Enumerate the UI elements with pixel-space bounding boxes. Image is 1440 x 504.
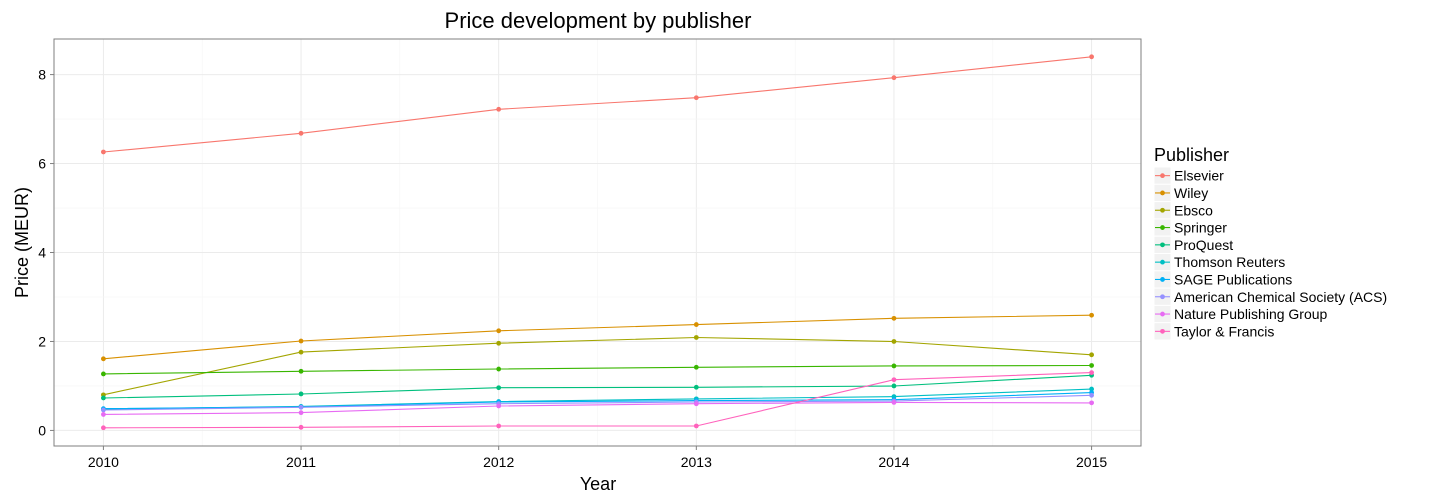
- gridlines: [54, 39, 1141, 446]
- y-axis-title: Price (MEUR): [12, 187, 32, 298]
- x-tick-label: 2013: [681, 454, 712, 470]
- data-point: [496, 423, 502, 429]
- data-point: [496, 385, 502, 391]
- y-tick-label: 2: [38, 333, 46, 349]
- data-point: [693, 364, 699, 370]
- legend-key-point: [1160, 173, 1165, 179]
- chart-title: Price development by publisher: [445, 8, 752, 33]
- data-point: [496, 328, 502, 334]
- data-point: [298, 391, 304, 397]
- series-line: [103, 401, 1092, 415]
- legend-key-point: [1160, 294, 1165, 300]
- data-point: [496, 366, 502, 372]
- data-point: [891, 400, 897, 405]
- data-point: [101, 425, 106, 431]
- x-tick-label: 2012: [483, 454, 514, 470]
- data-point: [693, 322, 699, 327]
- data-point: [1089, 400, 1094, 406]
- x-tick-label: 2015: [1076, 454, 1107, 470]
- data-point: [298, 349, 304, 355]
- legend-key-point: [1160, 328, 1165, 334]
- y-tick-label: 8: [38, 67, 46, 83]
- legend-key-point: [1160, 277, 1165, 282]
- legend-label: SAGE Publications: [1174, 271, 1292, 287]
- x-tick-label: 2010: [88, 454, 119, 470]
- data-point: [298, 404, 304, 410]
- data-point: [693, 95, 699, 101]
- data-point: [101, 356, 106, 362]
- data-point: [1089, 352, 1094, 358]
- data-point: [298, 130, 304, 136]
- x-axis: 2010 2011 2012 2013 2014 2015: [88, 446, 1107, 470]
- data-point: [101, 412, 106, 417]
- y-tick-label: 6: [38, 156, 46, 172]
- series-line: [103, 314, 1092, 360]
- legend-label: Ebsco: [1174, 202, 1213, 218]
- data-point: [101, 407, 106, 413]
- legend-title: Publisher: [1154, 145, 1229, 165]
- data-point: [693, 401, 699, 407]
- series-line: [103, 374, 1092, 399]
- x-axis-title: Year: [580, 474, 616, 494]
- x-tick-label: 2011: [286, 454, 316, 470]
- data-point: [101, 149, 106, 155]
- data-point: [1089, 363, 1094, 368]
- series-line: [103, 372, 1092, 429]
- series-line: [103, 394, 1092, 411]
- data-point: [891, 383, 897, 389]
- data-point: [891, 315, 897, 321]
- data-point: [496, 106, 502, 112]
- y-axis: 0 2 4 6 8: [38, 67, 54, 438]
- series-layer: [101, 54, 1094, 431]
- series-line: [103, 336, 1092, 396]
- data-point: [101, 395, 106, 401]
- data-point: [101, 371, 106, 377]
- data-point: [693, 423, 699, 429]
- legend-label: Springer: [1174, 220, 1227, 236]
- plot-area: [53, 38, 1142, 447]
- series-line: [103, 392, 1092, 410]
- data-point: [298, 338, 304, 344]
- legend-key-point: [1160, 242, 1165, 248]
- data-point: [496, 340, 502, 346]
- data-point: [1089, 312, 1094, 318]
- data-point: [891, 363, 897, 369]
- data-point: [1089, 386, 1094, 392]
- data-point: [693, 384, 699, 390]
- y-tick-label: 4: [38, 245, 46, 261]
- legend-label: American Chemical Society (ACS): [1174, 289, 1387, 305]
- legend-key-point: [1160, 225, 1165, 230]
- legend-label: Wiley: [1174, 185, 1208, 201]
- legend-key-point: [1160, 311, 1165, 317]
- data-point: [1089, 370, 1094, 376]
- data-point: [693, 335, 699, 340]
- series-line: [103, 364, 1092, 375]
- data-point: [891, 339, 897, 344]
- legend-label: Elsevier: [1174, 168, 1224, 184]
- legend-key-point: [1160, 259, 1165, 265]
- plot-border: [53, 38, 1142, 447]
- data-point: [298, 424, 304, 430]
- legend-key-point: [1160, 190, 1165, 196]
- data-point: [496, 403, 502, 409]
- data-point: [891, 377, 897, 383]
- y-tick-label: 0: [38, 422, 46, 438]
- legend-key-point: [1160, 207, 1165, 213]
- data-point: [891, 75, 897, 81]
- data-point: [298, 368, 304, 374]
- legend-label: Thomson Reuters: [1174, 254, 1285, 270]
- legend-label: Nature Publishing Group: [1174, 306, 1328, 322]
- data-point: [1089, 392, 1094, 398]
- legend-label: ProQuest: [1174, 237, 1233, 253]
- series-line: [103, 56, 1092, 153]
- data-point: [1089, 54, 1094, 60]
- x-tick-label: 2014: [878, 454, 909, 470]
- legend-label: Taylor & Francis: [1174, 323, 1274, 339]
- data-point: [298, 410, 304, 416]
